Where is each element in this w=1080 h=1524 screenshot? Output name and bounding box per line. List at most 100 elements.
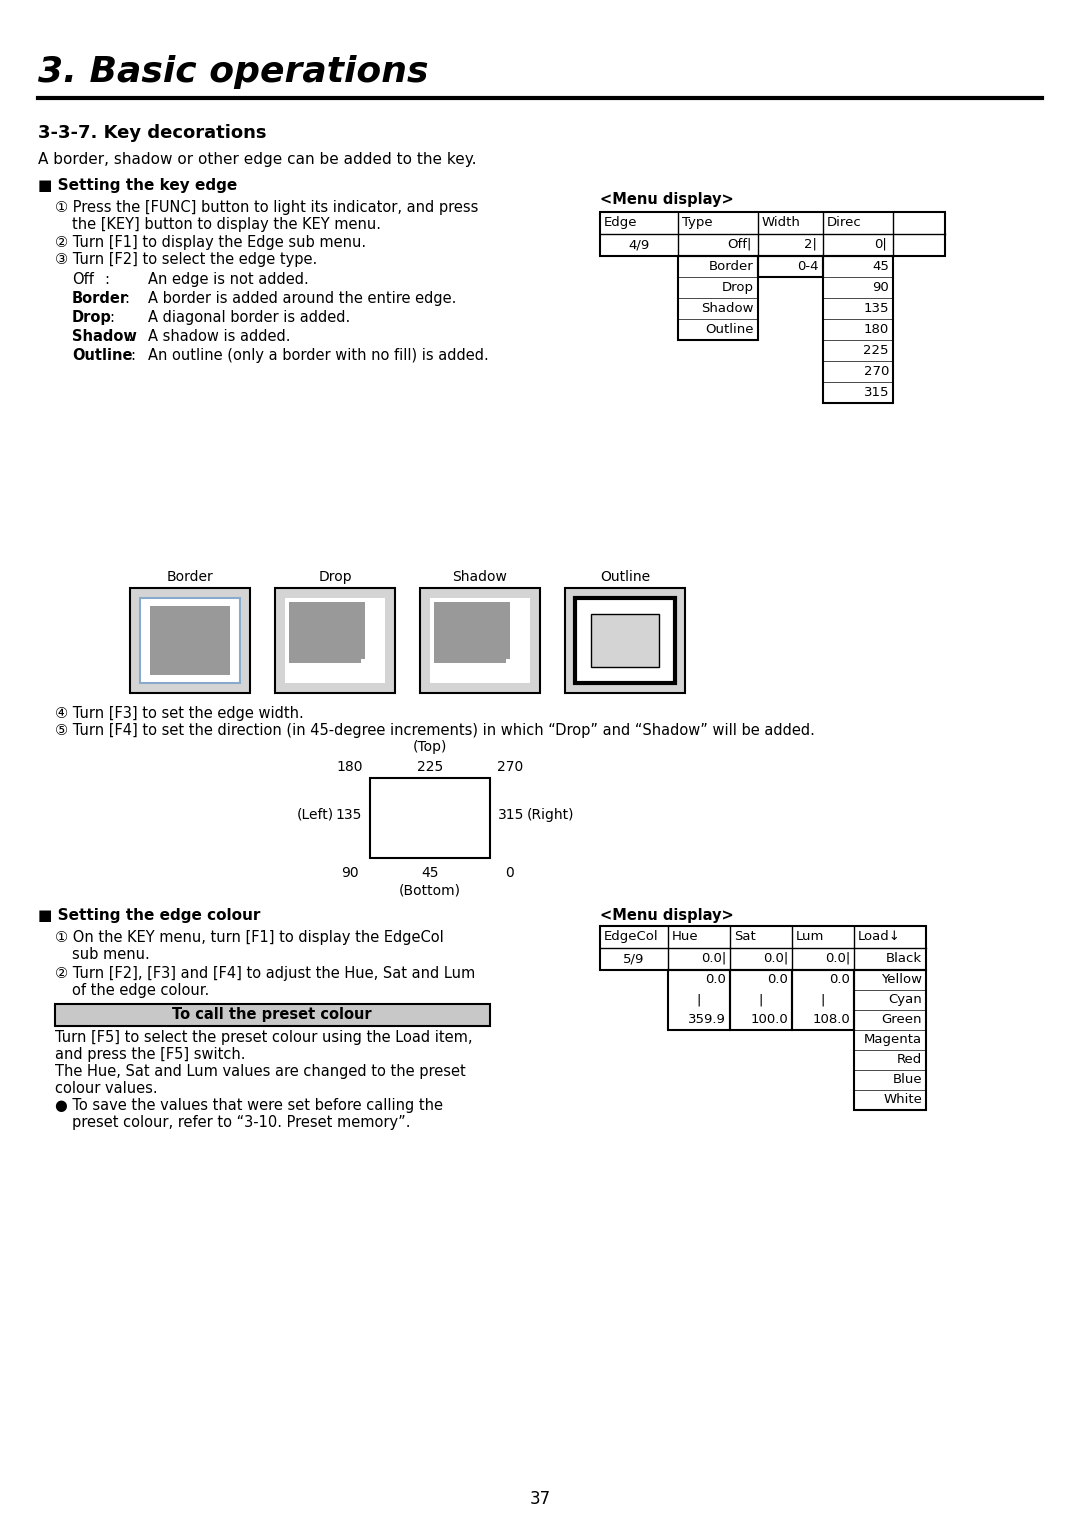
Text: :: :: [130, 347, 135, 363]
Text: Outline: Outline: [72, 347, 133, 363]
Text: 0.0|: 0.0|: [762, 952, 788, 965]
Text: Cyan: Cyan: [888, 994, 922, 1006]
Bar: [285, 597, 384, 683]
Text: Border: Border: [710, 261, 754, 273]
Text: Green: Green: [881, 1013, 922, 1026]
Bar: [361, 658, 384, 683]
Text: 270: 270: [497, 760, 523, 774]
Text: ③ Turn [F2] to select the edge type.: ③ Turn [F2] to select the edge type.: [55, 251, 318, 267]
Text: <Menu display>: <Menu display>: [600, 192, 733, 207]
Text: Magenta: Magenta: [864, 1033, 922, 1045]
Text: 315: 315: [864, 386, 889, 399]
Text: Edge: Edge: [604, 216, 637, 229]
Text: 135: 135: [336, 808, 362, 821]
Bar: [823, 256, 893, 402]
Text: :: :: [124, 291, 129, 306]
Text: 359.9: 359.9: [688, 1013, 726, 1026]
Bar: [305, 619, 384, 683]
Bar: [600, 212, 945, 256]
Text: A shadow is added.: A shadow is added.: [148, 329, 291, 344]
Text: 0.0: 0.0: [767, 972, 788, 986]
Bar: [420, 588, 540, 693]
Text: Off: Off: [72, 271, 94, 287]
Text: Black: Black: [886, 952, 922, 965]
Bar: [792, 969, 854, 1030]
Text: 315: 315: [498, 808, 525, 821]
Bar: [575, 597, 675, 683]
Text: 0.0: 0.0: [705, 972, 726, 986]
Bar: [140, 597, 240, 683]
Text: sub menu.: sub menu.: [72, 946, 150, 962]
Bar: [55, 1004, 490, 1026]
Text: :: :: [127, 329, 132, 344]
Text: Direc: Direc: [827, 216, 862, 229]
Text: ② Turn [F1] to display the Edge sub menu.: ② Turn [F1] to display the Edge sub menu…: [55, 235, 366, 250]
Text: 45: 45: [421, 866, 438, 879]
Text: 2|: 2|: [805, 238, 816, 251]
Text: An edge is not added.: An edge is not added.: [148, 271, 309, 287]
Text: To call the preset colour: To call the preset colour: [172, 1007, 372, 1023]
Text: 270: 270: [864, 366, 889, 378]
Text: (Bottom): (Bottom): [399, 884, 461, 898]
Text: 225: 225: [417, 760, 443, 774]
Text: White: White: [883, 1093, 922, 1106]
Text: 0.0: 0.0: [829, 972, 850, 986]
Text: colour values.: colour values.: [55, 1081, 158, 1096]
Text: 3. Basic operations: 3. Basic operations: [38, 55, 429, 88]
Text: The Hue, Sat and Lum values are changed to the preset: The Hue, Sat and Lum values are changed …: [55, 1064, 465, 1079]
Text: 135: 135: [864, 302, 889, 315]
Bar: [575, 597, 675, 683]
Text: 4/9: 4/9: [629, 238, 650, 251]
Text: 5/9: 5/9: [623, 952, 645, 965]
Text: Type: Type: [681, 216, 713, 229]
Text: A border, shadow or other edge can be added to the key.: A border, shadow or other edge can be ad…: [38, 152, 476, 168]
Text: ④ Turn [F3] to set the edge width.: ④ Turn [F3] to set the edge width.: [55, 706, 303, 721]
Text: and press the [F5] switch.: and press the [F5] switch.: [55, 1047, 245, 1062]
Text: Red: Red: [896, 1053, 922, 1065]
Text: 90: 90: [341, 866, 359, 879]
Text: Blue: Blue: [892, 1073, 922, 1087]
Text: ② Turn [F2], [F3] and [F4] to adjust the Hue, Sat and Lum: ② Turn [F2], [F3] and [F4] to adjust the…: [55, 966, 475, 981]
Text: Shadow: Shadow: [72, 329, 137, 344]
Text: 100.0: 100.0: [751, 1013, 788, 1026]
Text: ● To save the values that were set before calling the: ● To save the values that were set befor…: [55, 1097, 443, 1113]
Text: Width: Width: [762, 216, 801, 229]
Bar: [600, 927, 926, 969]
Text: 108.0: 108.0: [812, 1013, 850, 1026]
Text: A diagonal border is added.: A diagonal border is added.: [148, 309, 350, 325]
Bar: [854, 969, 926, 1109]
Text: :: :: [104, 271, 109, 287]
Text: Border: Border: [72, 291, 129, 306]
Text: ① Press the [FUNC] button to light its indicator, and press: ① Press the [FUNC] button to light its i…: [55, 200, 478, 215]
Text: Shadow: Shadow: [702, 302, 754, 315]
Text: Turn [F5] to select the preset colour using the Load item,: Turn [F5] to select the preset colour us…: [55, 1030, 473, 1045]
Text: Shadow: Shadow: [453, 570, 508, 584]
Bar: [289, 602, 365, 663]
Text: preset colour, refer to “3-10. Preset memory”.: preset colour, refer to “3-10. Preset me…: [72, 1116, 410, 1129]
Text: A border is added around the entire edge.: A border is added around the entire edge…: [148, 291, 457, 306]
Text: of the edge colour.: of the edge colour.: [72, 983, 210, 998]
Text: the [KEY] button to display the KEY menu.: the [KEY] button to display the KEY menu…: [72, 216, 381, 232]
Text: (Left): (Left): [296, 808, 334, 821]
Bar: [730, 969, 792, 1030]
Text: Drop: Drop: [723, 280, 754, 294]
Text: Sat: Sat: [734, 930, 756, 943]
Text: 37: 37: [529, 1490, 551, 1509]
Text: Lum: Lum: [796, 930, 824, 943]
Bar: [275, 588, 395, 693]
Text: |: |: [759, 994, 764, 1006]
Bar: [130, 588, 249, 693]
Text: Outline: Outline: [599, 570, 650, 584]
Text: 225: 225: [864, 344, 889, 357]
Text: ■ Setting the edge colour: ■ Setting the edge colour: [38, 908, 260, 924]
Bar: [669, 969, 730, 1030]
Text: Border: Border: [166, 570, 214, 584]
Text: |: |: [821, 994, 825, 1006]
Text: 3-3-7. Key decorations: 3-3-7. Key decorations: [38, 123, 267, 142]
Text: Hue: Hue: [672, 930, 699, 943]
Bar: [758, 256, 823, 277]
Text: ① On the KEY menu, turn [F1] to display the EdgeCol: ① On the KEY menu, turn [F1] to display …: [55, 930, 444, 945]
Bar: [140, 597, 240, 683]
Bar: [434, 602, 510, 663]
Text: 90: 90: [873, 280, 889, 294]
